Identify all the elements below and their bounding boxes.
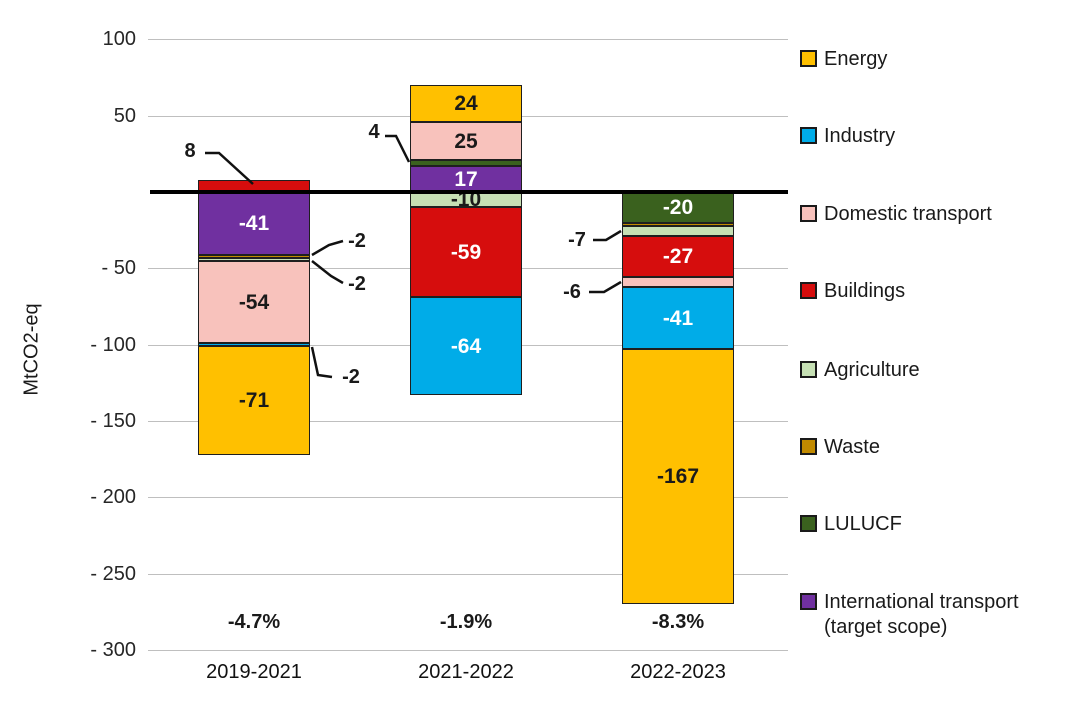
legend-item-waste: Waste — [800, 435, 880, 460]
legend-swatch-industry — [800, 127, 817, 144]
legend-item-domestic: Domestic transport — [800, 202, 992, 227]
segment-value-label: -71 — [238, 389, 270, 412]
legend-row: Buildings — [800, 279, 905, 304]
x-category-label: 2021-2022 — [418, 661, 514, 683]
gridline-100 — [148, 39, 788, 40]
callout-value: -7 — [568, 229, 586, 251]
y-tick-label: - 250 — [90, 563, 136, 585]
y-tick-label: - 300 — [90, 639, 136, 661]
bar-segment-industry: -64 — [410, 297, 522, 395]
callout-value: -2 — [342, 366, 360, 388]
gridline--250 — [148, 574, 788, 575]
segment-value-label: -54 — [238, 290, 270, 314]
legend-swatch-agriculture — [800, 361, 817, 378]
segment-value-label: -10 — [450, 188, 482, 211]
bar-segment-buildings: -59 — [410, 207, 522, 297]
x-category-label: 2022-2023 — [630, 661, 726, 683]
y-tick-label: 100 — [102, 28, 136, 50]
segment-value-label: 25 — [454, 129, 478, 153]
segment-value-label: -167 — [656, 465, 700, 488]
pct-change-label: -4.7% — [227, 611, 281, 633]
legend-label: Domestic transport — [824, 203, 992, 225]
callout-value: -2 — [348, 230, 366, 252]
y-tick-label: 50 — [113, 105, 136, 127]
legend-row: Domestic transport — [800, 202, 992, 227]
legend-item-buildings: Buildings — [800, 279, 905, 304]
legend-label: LULUCF — [824, 513, 902, 535]
bar-segment-energy: -167 — [622, 349, 734, 604]
bar-segment-industry — [198, 343, 310, 346]
bar-segment-domestic — [622, 277, 734, 287]
legend-label: International transport — [824, 591, 1019, 613]
gridline--150 — [148, 421, 788, 422]
y-tick-label: - 100 — [90, 334, 136, 356]
bar-segment-agriculture — [198, 258, 310, 261]
legend-row: Energy — [800, 47, 887, 72]
legend-row: Agriculture — [800, 358, 920, 383]
segment-value-label: -64 — [450, 334, 482, 358]
legend-label: Waste — [824, 436, 880, 458]
legend-row: Industry — [800, 124, 895, 149]
legend-swatch-energy — [800, 50, 817, 67]
segment-value-label: -59 — [450, 240, 482, 264]
legend-item-agriculture: Agriculture — [800, 358, 920, 383]
legend-row: International transport — [800, 590, 1019, 615]
bar-segment-industry: -41 — [622, 287, 734, 349]
bar-segment-intl: -41 — [198, 192, 310, 255]
segment-value-label: -27 — [662, 245, 694, 268]
pct-change-label: -1.9% — [439, 611, 493, 633]
legend-label: Industry — [824, 125, 896, 147]
callout-value: 8 — [184, 140, 196, 162]
gridline--200 — [148, 497, 788, 498]
bar-segment-agriculture — [622, 226, 734, 236]
legend-swatch-lulucf — [800, 515, 817, 532]
legend-label: Buildings — [824, 280, 906, 302]
bar-segment-waste — [198, 255, 310, 258]
y-tick-label: - 50 — [101, 257, 136, 279]
legend-row: LULUCF — [800, 512, 902, 537]
legend-swatch-domestic — [800, 205, 817, 222]
legend-swatch-intl — [800, 593, 817, 610]
segment-value-label: -41 — [238, 212, 270, 235]
callout-value: -2 — [348, 273, 366, 295]
bar-segment-domestic: -54 — [198, 261, 310, 343]
y-tick-label: - 150 — [90, 410, 136, 432]
bar-segment-waste — [622, 223, 734, 226]
y-tick-label: - 200 — [90, 486, 136, 508]
x-category-label: 2019-2021 — [206, 661, 302, 683]
legend-item-lulucf: LULUCF — [800, 512, 902, 537]
bar-segment-lulucf — [410, 160, 522, 166]
bar-segment-buildings: -27 — [622, 236, 734, 277]
callout-value: -6 — [563, 281, 581, 303]
bar-segment-intl: 17 — [410, 166, 522, 192]
bar-segment-energy: -71 — [198, 346, 310, 455]
segment-value-label: -41 — [662, 306, 694, 330]
segment-value-label: -20 — [662, 196, 694, 219]
legend-label: Energy — [824, 48, 888, 70]
bar-segment-energy: 24 — [410, 85, 522, 122]
bar-segment-lulucf: -20 — [622, 192, 734, 223]
zero-axis-line — [150, 190, 788, 194]
legend-item-industry: Industry — [800, 124, 895, 149]
legend-label: Agriculture — [824, 359, 920, 381]
legend-swatch-buildings — [800, 282, 817, 299]
legend-swatch-waste — [800, 438, 817, 455]
legend-sublabel: (target scope) — [824, 616, 948, 638]
bar-segment-domestic: 25 — [410, 122, 522, 160]
segment-value-label: 17 — [454, 167, 478, 191]
legend-item-intl: International transport (target scope) — [800, 590, 1019, 640]
callout-value: 4 — [368, 121, 380, 143]
segment-value-label: 24 — [454, 92, 478, 115]
legend-item-energy: Energy — [800, 47, 887, 72]
bar-segment-agriculture: -10 — [410, 188, 522, 211]
pct-change-label: -8.3% — [651, 611, 705, 633]
gridline--300 — [148, 650, 788, 651]
legend-row: Waste — [800, 435, 880, 460]
